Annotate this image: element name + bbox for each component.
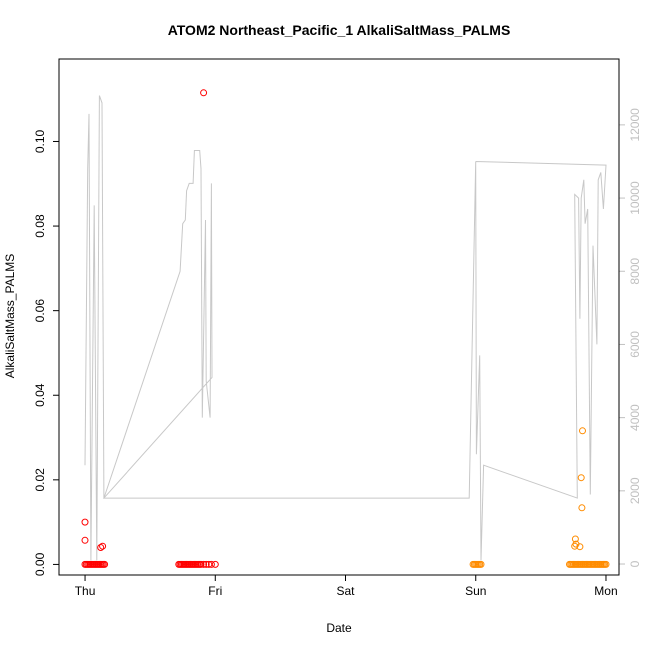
y2-tick-label: 6000 bbox=[628, 331, 642, 358]
data-point bbox=[200, 89, 208, 97]
data-point bbox=[81, 536, 89, 544]
y2-tick-label: 2000 bbox=[628, 477, 642, 504]
data-point bbox=[101, 560, 109, 568]
x-tick-label: Sat bbox=[337, 584, 356, 598]
data-point bbox=[202, 560, 210, 568]
data-point bbox=[579, 427, 586, 435]
altitude-line bbox=[84, 95, 607, 561]
data-point bbox=[577, 474, 585, 482]
data-point bbox=[81, 518, 89, 526]
x-tick-label: Thu bbox=[75, 584, 96, 598]
y-tick-label: 0.10 bbox=[33, 129, 47, 153]
y-tick-label: 0.00 bbox=[33, 552, 47, 576]
x-tick-label: Mon bbox=[594, 584, 617, 598]
data-point bbox=[211, 560, 219, 568]
y2-tick-label: 12000 bbox=[628, 108, 642, 142]
data-point bbox=[99, 542, 107, 550]
y-tick-label: 0.08 bbox=[33, 214, 47, 238]
y2-tick-label: 8000 bbox=[628, 258, 642, 285]
data-point bbox=[571, 535, 579, 543]
data-point bbox=[576, 543, 584, 551]
axes-layer: Thu Fri Sat Sun Mon 0.00 0.02 0.04 0.06 0.08 0.10 0… bbox=[33, 108, 642, 598]
x-axis-label: Date bbox=[326, 621, 352, 635]
points-layer bbox=[81, 89, 610, 568]
y-tick-label: 0.02 bbox=[33, 468, 47, 492]
data-point bbox=[578, 504, 586, 512]
y2-tick-label: 10000 bbox=[628, 181, 642, 215]
plot-frame bbox=[58, 58, 620, 576]
data-point bbox=[207, 560, 215, 568]
y2-tick-label: 0 bbox=[628, 560, 642, 567]
data-point bbox=[602, 560, 610, 568]
chart-title: ATOM2 Northeast_Pacific_1 AlkaliSaltMass… bbox=[168, 22, 511, 38]
data-point bbox=[197, 560, 205, 568]
data-point bbox=[97, 544, 105, 551]
y-tick-label: 0.06 bbox=[33, 299, 47, 323]
x-tick-label: Fri bbox=[208, 584, 222, 598]
y2-tick-label: 4000 bbox=[628, 404, 642, 431]
data-point bbox=[477, 560, 485, 568]
y-axis-label: AlkaliSaltMass_PALMS bbox=[3, 254, 17, 379]
x-tick-label: Sun bbox=[465, 584, 486, 598]
y-tick-label: 0.04 bbox=[33, 383, 47, 407]
data-point bbox=[200, 560, 208, 568]
altitude-layer bbox=[84, 95, 607, 561]
